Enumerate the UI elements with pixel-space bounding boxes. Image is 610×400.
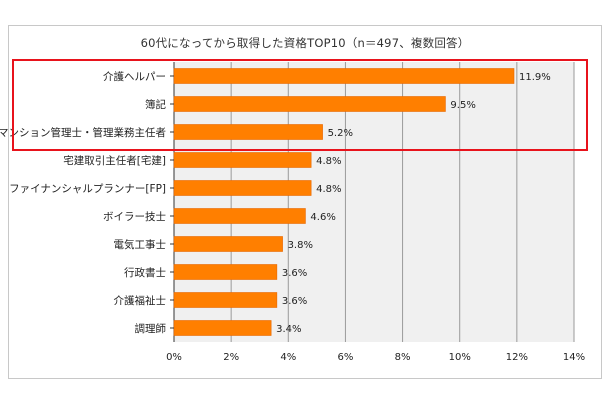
category-label: 宅建取引主任者[宅建] [63, 154, 166, 167]
chart-title: 60代になってから取得した資格TOP10（n＝497、複数回答） [140, 36, 470, 50]
value-label: 11.9% [519, 72, 551, 83]
highlight-box [12, 59, 588, 151]
value-label: 4.8% [316, 156, 341, 167]
x-tick-label: 8% [395, 352, 411, 363]
bar [173, 180, 312, 196]
bar [173, 208, 306, 224]
bar [173, 152, 312, 168]
category-label: ファイナンシャルプランナー[FP] [9, 183, 166, 195]
bar [173, 264, 278, 280]
category-label: ボイラー技士 [103, 210, 166, 223]
category-label: 介護福祉士 [114, 294, 167, 307]
category-label: 電気工事士 [114, 238, 167, 251]
x-tick-label: 12% [506, 352, 528, 363]
x-tick-label: 4% [280, 352, 296, 363]
value-label: 4.8% [316, 184, 341, 195]
category-label: 介護ヘルパー [103, 70, 166, 83]
bar [173, 236, 283, 252]
x-tick-label: 14% [563, 352, 585, 363]
category-label: マンション管理士・管理業務主任者 [0, 126, 166, 139]
category-label: 行政書士 [124, 266, 166, 279]
value-label: 3.6% [282, 268, 307, 279]
category-label: 調理師 [135, 322, 167, 335]
value-label: 4.6% [310, 212, 335, 223]
bar [173, 124, 323, 140]
value-label: 3.8% [288, 240, 313, 251]
x-tick-label: 6% [337, 352, 353, 363]
bar [173, 96, 446, 112]
value-label: 3.4% [276, 324, 301, 335]
x-tick-label: 10% [449, 352, 471, 363]
value-label: 3.6% [282, 296, 307, 307]
value-label: 9.5% [450, 100, 475, 111]
value-label: 5.2% [328, 128, 353, 139]
bar [173, 68, 515, 84]
x-tick-label: 2% [223, 352, 239, 363]
category-label: 簿記 [145, 98, 166, 111]
x-tick-label: 0% [166, 352, 182, 363]
bar [173, 320, 272, 336]
bar [173, 292, 278, 308]
